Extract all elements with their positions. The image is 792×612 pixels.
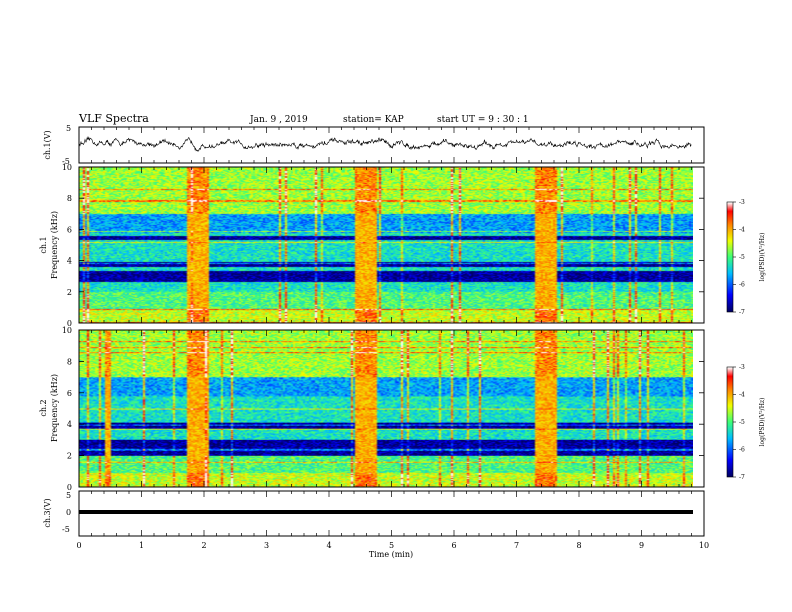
ch1-spec-yticks: 0 2 4 6 8 10 [62,163,704,328]
ch2-colorbar-tick-label: -6 [739,447,745,454]
ch1-spec-ytick-tick-label: 10 [62,163,72,172]
x-tick-label: 3 [264,541,269,550]
ch2-colorbar-image [727,367,733,477]
x-tick-label: 9 [639,541,644,550]
ch3-ytick-mid: 0 [66,508,71,517]
ch1-colorbar-ticks: -3 -4 -5 -6 -7 [733,199,745,316]
ch3-ylabel: ch.3(V) [43,498,52,527]
ch1-colorbar-tick-label: -5 [739,254,745,261]
station-label: station= KAP [343,115,404,125]
ch2-spec-ytick-tick-label: 6 [67,389,72,398]
ch1-ytick-top: 5 [66,124,71,133]
x-axis-label: Time (min) [369,550,413,559]
ch1-ytick-bottom: -5 [62,157,70,166]
ch1-spectrogram-panel: 0 2 4 6 8 10 ch.1 Frequency (kHz) [39,163,705,328]
ch1-colorbar-tick-label: -4 [739,227,745,234]
ch1-colorbar-tick-label: -6 [739,282,745,289]
x-tick-label: 2 [201,541,206,550]
ch3-waveform-panel: 5 0 -5 ch.3(V) [43,490,705,537]
ch2-spec-ytick-tick-label: 4 [67,420,72,429]
ch2-spec-ylabel: ch.2 [39,399,48,416]
x-tick-label: 5 [389,541,394,550]
ch1-colorbar-label: log(PSD)(V²/Hz) [759,233,766,282]
x-tick-label: 6 [451,541,456,550]
ch1-spec-ytick-tick-label: 0 [67,319,72,328]
ch2-spec-ytick-tick-label: 0 [67,483,72,492]
ch1-colorbar-image [727,202,733,312]
ch1-spectrogram-image [79,167,693,323]
ch2-spectrogram-image [79,330,693,487]
ch2-spectrogram-panel: 0 2 4 6 8 10 ch.2 Frequency (kHz) [39,326,705,492]
date-label: Jan. 9 , 2019 [249,115,308,125]
ch1-spec-ytick-tick-label: 8 [67,194,72,203]
ch2-spec-ytick-tick-label: 2 [67,452,72,461]
ch2-spec-ylabel-freq: Frequency (kHz) [50,374,59,442]
ch2-colorbar-tick-label: -4 [739,392,745,399]
x-tick-label: 1 [139,541,144,550]
ch1-colorbar-tick-label: -3 [739,199,745,206]
x-axis-ticks: 0 1 2 3 4 5 6 7 8 9 10 [76,127,709,550]
ch1-ylabel: ch.1(V) [43,130,52,159]
x-tick-label: 7 [514,541,519,550]
ch3-ytick-top: 5 [66,491,71,500]
ch2-colorbar-tick-label: -3 [739,364,745,371]
start-time-label: start UT = 9 : 30 : 1 [437,115,529,125]
ch2-colorbar-tick-label: -5 [739,419,745,426]
ch2-colorbar: -3 -4 -5 -6 -7 log(PSD)(V²/Hz) [726,364,766,481]
ch2-colorbar-ticks: -3 -4 -5 -6 -7 [733,364,745,481]
ch1-colorbar: -3 -4 -5 -6 -7 log(PSD)(V²/Hz) [726,199,766,316]
ch1-spec-ylabel-freq: Frequency (kHz) [50,211,59,279]
ch2-spec-yticks: 0 2 4 6 8 10 [62,326,704,492]
ch1-waveform-line [78,136,692,153]
ch1-spec-ylabel: ch.1 [39,236,48,253]
ch1-waveform-panel: 5 -5 ch.1(V) [43,124,705,166]
ch2-colorbar-label: log(PSD)(V²/Hz) [759,398,766,447]
x-tick-label: 8 [576,541,581,550]
ch1-colorbar-tick-label: -7 [739,309,745,316]
x-tick-label: 10 [699,541,709,550]
ch1-spec-ytick-tick-label: 6 [67,225,72,234]
x-tick-label: 4 [326,541,331,550]
ch3-ytick-bottom: -5 [62,525,70,534]
ch1-spec-ytick-tick-label: 4 [67,257,72,266]
ch1-spec-ytick-tick-label: 2 [67,288,72,297]
figure-title: VLF Spectra [78,112,149,125]
x-tick-label: 0 [76,541,81,550]
ch2-colorbar-tick-label: -7 [739,474,745,481]
ch2-spec-ytick-tick-label: 8 [67,357,72,366]
ch2-spec-ytick-tick-label: 10 [62,326,72,335]
